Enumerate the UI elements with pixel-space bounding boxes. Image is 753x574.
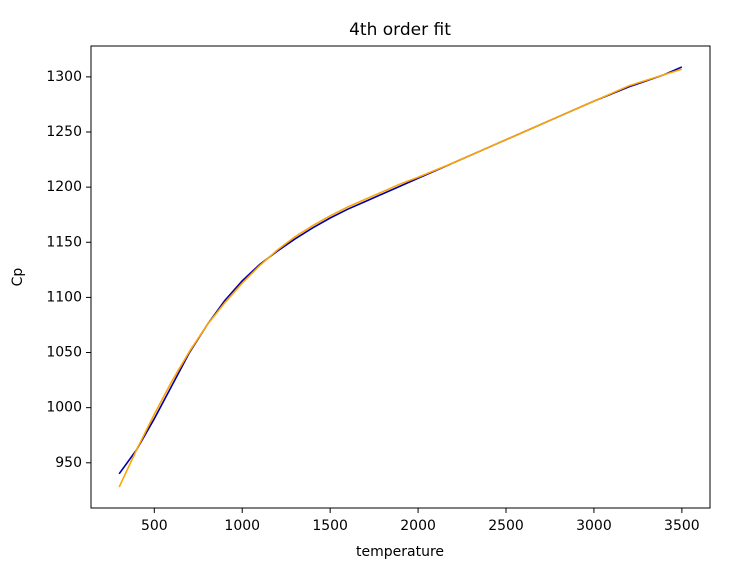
y-tick-label: 1050 xyxy=(46,345,82,361)
x-tick-label: 2000 xyxy=(400,518,436,534)
y-tick-label: 1100 xyxy=(46,289,82,305)
x-tick-label: 3000 xyxy=(576,518,612,534)
x-axis-label: temperature xyxy=(356,544,444,560)
x-tick-label: 1000 xyxy=(224,518,260,534)
y-tick-label: 1000 xyxy=(46,400,82,416)
y-axis-label: Cp xyxy=(10,268,26,287)
y-tick-label: 1300 xyxy=(46,69,82,85)
plot-frame xyxy=(90,45,711,509)
y-tick-label: 1200 xyxy=(46,179,82,195)
x-tick-label: 500 xyxy=(141,518,168,534)
x-tick-label: 3500 xyxy=(664,518,700,534)
x-tick-label: 1500 xyxy=(312,518,348,534)
chart-title: 4th order fit xyxy=(349,20,451,40)
y-tick-label: 950 xyxy=(55,455,82,471)
x-tick-label: 2500 xyxy=(488,518,524,534)
series-line xyxy=(118,68,683,488)
y-tick-label: 1150 xyxy=(46,234,82,250)
y-tick-label: 1250 xyxy=(46,124,82,140)
